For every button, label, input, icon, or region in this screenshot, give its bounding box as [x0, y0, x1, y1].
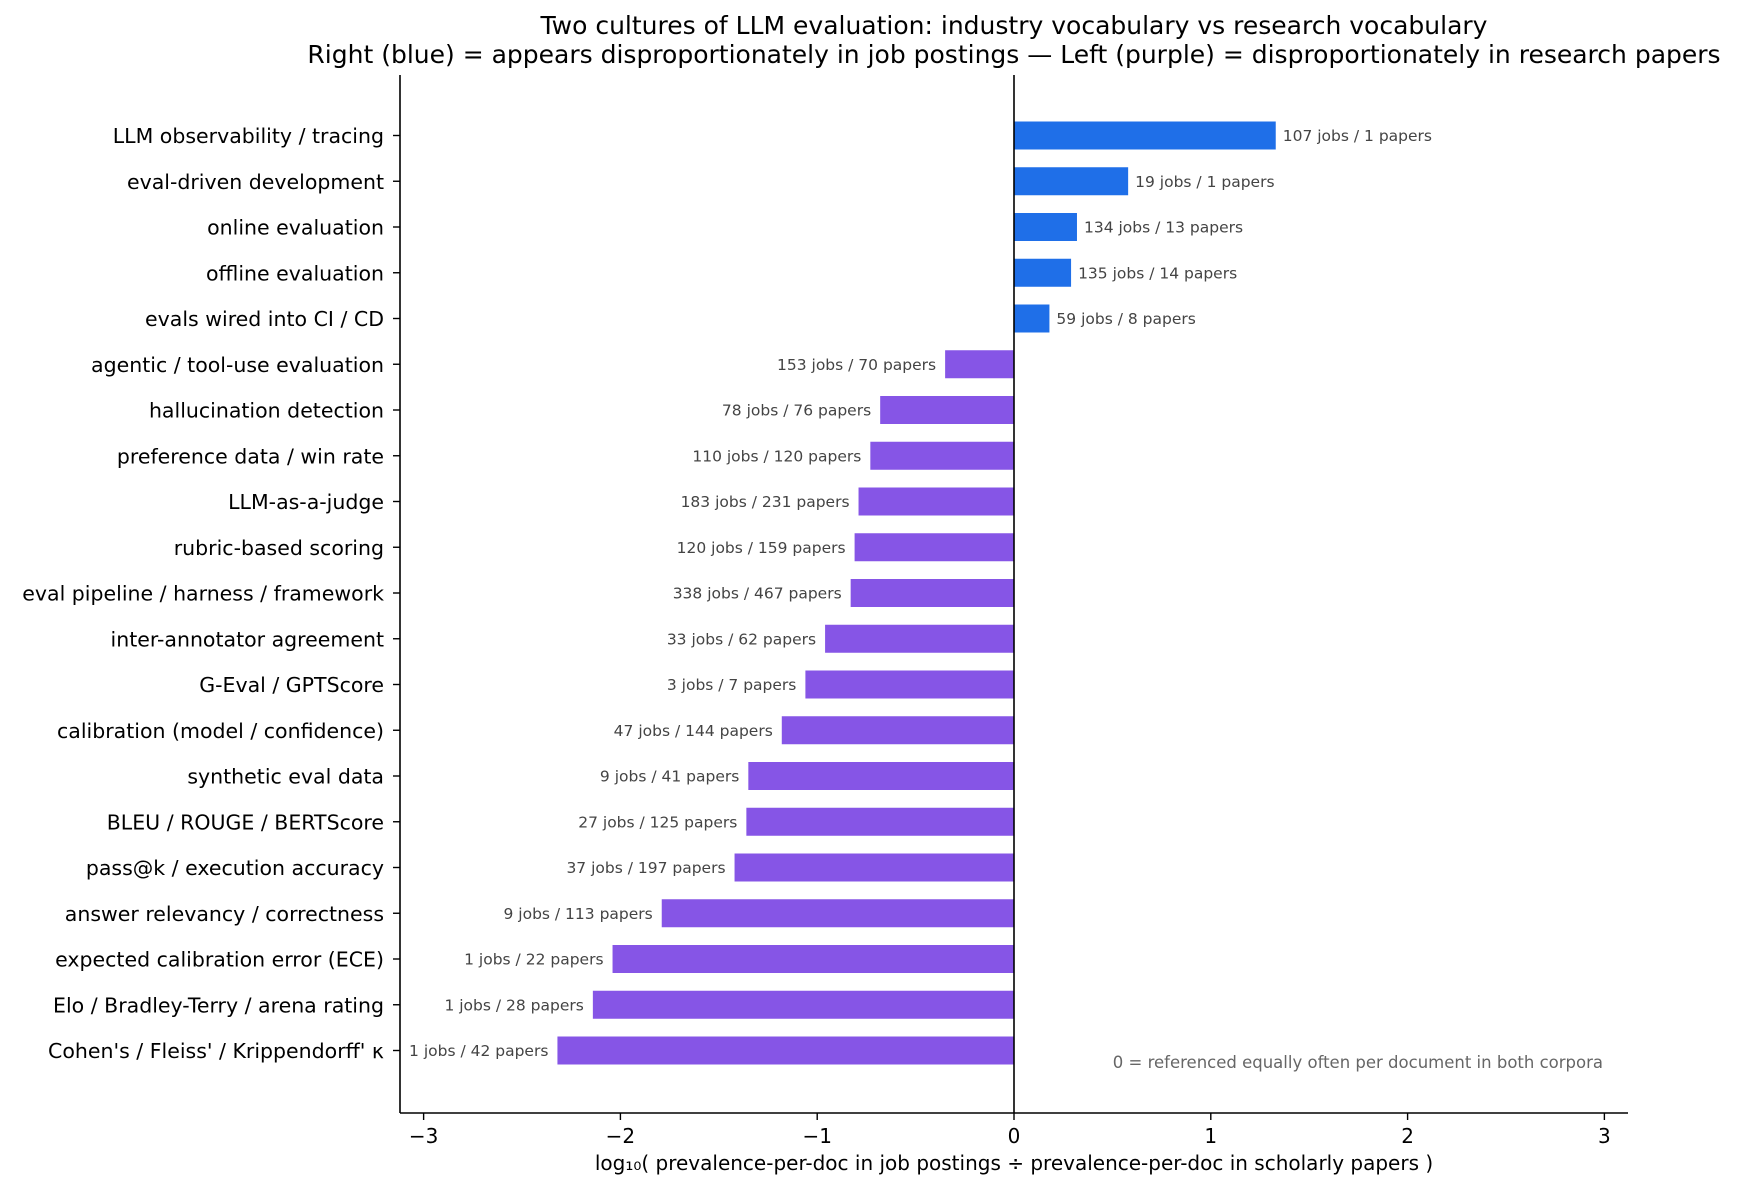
- x-tick-label: 0: [1008, 1124, 1021, 1148]
- bar: [1014, 213, 1077, 241]
- bar-value-label: 9 jobs / 113 papers: [503, 905, 652, 923]
- zero-annotation: 0 = referenced equally often per documen…: [1113, 1053, 1603, 1072]
- category-label: G-Eval / GPTScore: [199, 673, 384, 697]
- bar-value-label: 37 jobs / 197 papers: [566, 859, 725, 877]
- category-label: eval pipeline / harness / framework: [22, 582, 384, 606]
- category-label: calibration (model / confidence): [57, 719, 384, 743]
- bar: [734, 853, 1014, 882]
- bar-value-label: 1 jobs / 28 papers: [444, 996, 583, 1014]
- category-label: rubric-based scoring: [174, 536, 384, 560]
- bar: [1014, 121, 1276, 150]
- x-tick-label: −1: [802, 1124, 831, 1148]
- x-tick-label: 3: [1598, 1124, 1611, 1148]
- bar-value-label: 3 jobs / 7 papers: [667, 676, 797, 694]
- category-label: Elo / Bradley-Terry / arena rating: [53, 993, 384, 1017]
- category-label: pass@k / execution accuracy: [86, 856, 384, 880]
- category-label: LLM observability / tracing: [113, 124, 384, 148]
- bar: [1014, 167, 1129, 196]
- chart-title-line-1: Two cultures of LLM evaluation: industry…: [540, 11, 1488, 40]
- x-tick-label: −2: [606, 1124, 635, 1148]
- category-label: eval-driven development: [127, 170, 384, 194]
- bar-value-label: 1 jobs / 22 papers: [464, 951, 603, 969]
- bar: [880, 396, 1014, 424]
- bar-value-label: 107 jobs / 1 papers: [1283, 127, 1432, 145]
- bar: [805, 670, 1014, 699]
- bar: [748, 762, 1014, 790]
- category-label: agentic / tool-use evaluation: [91, 353, 384, 377]
- category-label: answer relevancy / correctness: [65, 902, 384, 926]
- bar: [850, 579, 1014, 607]
- category-labels-group: LLM observability / tracing eval-driven d…: [22, 124, 400, 1063]
- bar-value-label: 27 jobs / 125 papers: [578, 813, 737, 831]
- bar: [557, 1036, 1014, 1065]
- x-tick-label: 2: [1401, 1124, 1414, 1148]
- x-tick-label: 1: [1204, 1124, 1217, 1148]
- bar-value-label: 33 jobs / 62 papers: [667, 630, 816, 648]
- bar-value-label: 19 jobs / 1 papers: [1135, 173, 1274, 191]
- bar: [858, 487, 1014, 516]
- bar-value-label: 9 jobs / 41 papers: [600, 768, 739, 786]
- category-label: BLEU / ROUGE / BERTScore: [107, 810, 384, 834]
- bar: [592, 990, 1014, 1019]
- x-axis-label: log₁₀( prevalence-per-doc in job posting…: [595, 1151, 1433, 1175]
- bar-value-label: 47 jobs / 144 papers: [614, 722, 773, 740]
- category-label: LLM-as-a-judge: [228, 490, 384, 514]
- bar: [870, 441, 1014, 470]
- bar: [945, 350, 1014, 379]
- bar-value-label: 153 jobs / 70 papers: [777, 356, 936, 374]
- x-ticks-group: −3 −2 −1 0 1 2 3: [409, 1113, 1611, 1148]
- category-label: inter-annotator agreement: [111, 627, 384, 651]
- bar: [746, 807, 1014, 836]
- category-label: offline evaluation: [206, 261, 384, 285]
- bar-value-label: 338 jobs / 467 papers: [673, 585, 842, 603]
- bar-value-label: 135 jobs / 14 papers: [1078, 264, 1237, 282]
- bar: [661, 899, 1014, 928]
- bar: [1014, 304, 1050, 333]
- category-label: hallucination detection: [149, 399, 384, 423]
- category-label: preference data / win rate: [117, 444, 384, 468]
- bar-value-label: 110 jobs / 120 papers: [692, 447, 861, 465]
- category-label: evals wired into CI / CD: [145, 307, 384, 331]
- bar-value-label: 1 jobs / 42 papers: [409, 1042, 548, 1060]
- bar-value-label: 120 jobs / 159 papers: [677, 539, 846, 557]
- bar-value-label: 183 jobs / 231 papers: [681, 493, 850, 511]
- bar-value-label: 78 jobs / 76 papers: [722, 402, 871, 420]
- chart-title-line-2: Right (blue) = appears disproportionatel…: [307, 40, 1720, 69]
- category-label: Cohen's / Fleiss' / Krippendorff' κ: [48, 1039, 384, 1063]
- category-label: online evaluation: [207, 216, 384, 240]
- bar: [854, 533, 1014, 562]
- bar-value-label: 134 jobs / 13 papers: [1084, 219, 1243, 237]
- bar: [825, 624, 1014, 653]
- bar-value-label: 59 jobs / 8 papers: [1056, 310, 1195, 328]
- category-label: expected calibration error (ECE): [55, 948, 384, 972]
- x-tick-label: −3: [409, 1124, 438, 1148]
- bar: [612, 945, 1014, 973]
- category-label: synthetic eval data: [187, 765, 384, 789]
- bar-labels-group: 107 jobs / 1 papers 19 jobs / 1 papers 134…: [409, 127, 1432, 1060]
- bars-group: [557, 121, 1276, 1065]
- bar: [1014, 258, 1072, 287]
- bar: [781, 716, 1014, 745]
